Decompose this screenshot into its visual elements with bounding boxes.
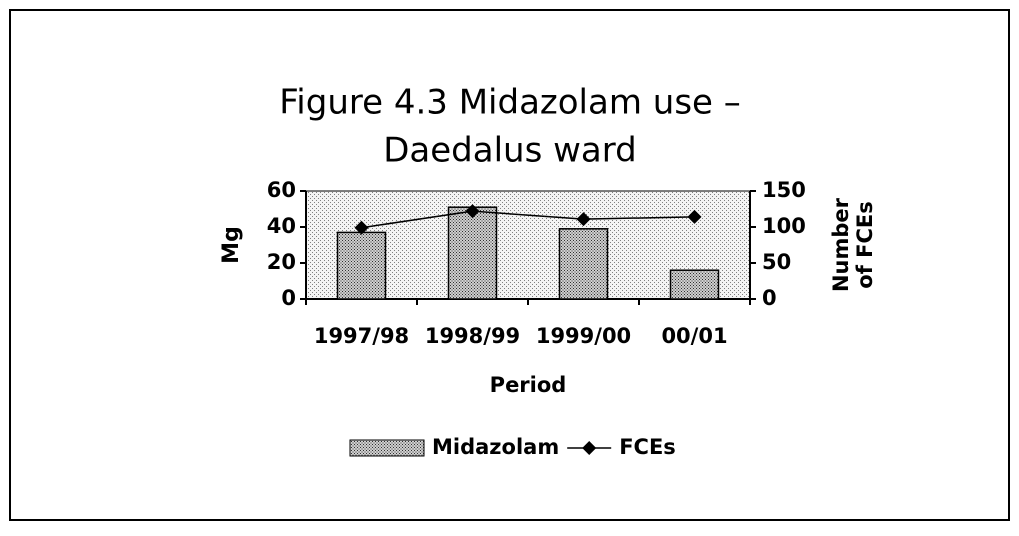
bar <box>447 206 498 300</box>
bar <box>558 228 609 300</box>
line-marker <box>354 220 369 235</box>
y2-axis-label: of FCEs <box>853 201 877 288</box>
x-tick-label: 1999/00 <box>536 324 631 348</box>
x-tick-label: 00/01 <box>661 324 727 348</box>
y2-axis-label: Number <box>829 197 853 292</box>
y2-tick-label: 100 <box>762 214 806 238</box>
y-tick-label: 20 <box>267 250 296 274</box>
legend-label: Midazolam <box>432 435 559 459</box>
y-tick-label: 60 <box>267 178 296 202</box>
y2-tick-label: 50 <box>762 250 791 274</box>
bar <box>669 269 720 300</box>
line-marker <box>576 212 591 227</box>
legend-label: FCEs <box>619 435 676 459</box>
y-tick-label: 0 <box>281 286 296 310</box>
y2-tick-label: 0 <box>762 286 777 310</box>
x-tick-label: 1997/98 <box>314 324 409 348</box>
chart-title: Figure 4.3 Midazolam use – <box>279 83 741 123</box>
legend-swatch <box>582 441 597 455</box>
x-tick-label: 1998/99 <box>425 324 520 348</box>
y-axis-label: Mg <box>219 226 244 264</box>
line-marker <box>465 204 480 219</box>
y-tick-label: 40 <box>267 214 296 238</box>
x-axis-label: Period <box>490 373 567 397</box>
line <box>361 210 695 229</box>
y2-tick-label: 150 <box>762 178 806 202</box>
line-marker <box>687 209 702 224</box>
chart-title: Daedalus ward <box>383 131 636 171</box>
bar <box>336 231 387 300</box>
legend-swatch <box>349 439 425 457</box>
